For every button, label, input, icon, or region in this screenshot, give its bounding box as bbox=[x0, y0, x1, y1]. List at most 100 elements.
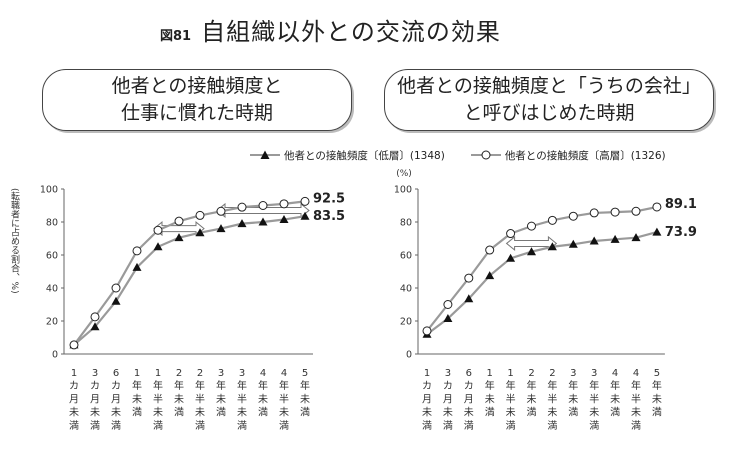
x-tick-label: 2 年半未満 bbox=[195, 368, 205, 432]
data-point-low bbox=[216, 224, 226, 233]
data-point-high bbox=[237, 202, 247, 212]
legend-label-high: 他者との接触頻度〔高層〕(1326) bbox=[504, 149, 666, 162]
data-point-high bbox=[485, 245, 495, 255]
figure-title-text: 自組織以外との交流の効果 bbox=[201, 18, 501, 46]
data-point-low bbox=[527, 247, 536, 256]
legend: 他者との接触頻度〔低層〕(1348) 他者との接触頻度〔高層〕(1326) bbox=[250, 146, 666, 164]
data-point-high bbox=[443, 300, 453, 309]
data-point-high bbox=[132, 246, 142, 256]
left-title-line-2: 仕事に慣れた時期 bbox=[120, 102, 273, 124]
comparison-arrow bbox=[216, 202, 310, 219]
comparison-arrow bbox=[505, 235, 558, 252]
y-tick-label: 40 bbox=[400, 284, 412, 295]
data-point-high bbox=[631, 206, 641, 216]
x-tick-label: 1 年未満 bbox=[132, 368, 142, 419]
right-title-line-1: 他者との接触頻度と「うちの会社」 bbox=[397, 75, 701, 97]
figure-title: 図81 自組織以外との交流の効果 bbox=[160, 12, 501, 46]
chart-left: 0 20 40 60 80 100 (転職者に占める割合、%) 1 カ月未満 3 カ月未満 6 カ月未満… bbox=[9, 185, 345, 432]
comparison-arrow bbox=[153, 221, 205, 237]
x-tick-label: 3 年半未満 bbox=[589, 368, 599, 432]
figure-label: 図81 bbox=[160, 29, 192, 44]
x-tick-label: 1 年未満 bbox=[485, 368, 495, 419]
series-line-high bbox=[426, 205, 658, 332]
data-point-low bbox=[195, 228, 205, 237]
open-circle-icon bbox=[470, 150, 501, 160]
series-line-high bbox=[73, 200, 306, 346]
left-title-line-1: 他者との接触頻度と bbox=[111, 75, 283, 97]
x-tick-label: 6 カ月未満 bbox=[111, 368, 121, 432]
data-point-high bbox=[111, 283, 121, 293]
data-point-high bbox=[547, 215, 557, 225]
y-tick-label: 40 bbox=[46, 284, 58, 295]
data-point-high bbox=[610, 207, 620, 217]
data-point-low bbox=[132, 262, 142, 271]
data-point-high bbox=[216, 206, 226, 216]
series-line-low bbox=[426, 231, 658, 336]
x-tick-label: 5 年未満 bbox=[300, 368, 310, 419]
data-point-low bbox=[464, 294, 474, 303]
x-tick-label: 5 年未満 bbox=[652, 368, 662, 419]
data-point-low bbox=[589, 236, 599, 245]
x-tick-label: 6 カ月未満 bbox=[464, 368, 474, 432]
legend-label-low: 他者との接触頻度〔低層〕(1348) bbox=[284, 149, 445, 162]
data-point-high bbox=[279, 199, 289, 209]
x-tick-label: 4 年未満 bbox=[258, 368, 268, 419]
data-point-high bbox=[527, 221, 536, 231]
data-point-low bbox=[443, 314, 453, 323]
y-tick-label: 80 bbox=[400, 218, 412, 229]
data-point-high bbox=[90, 312, 100, 322]
y-axis-label: (転職者に占める割合、%) bbox=[9, 188, 20, 294]
end-value-low: 73.9 bbox=[665, 225, 697, 240]
y-axis-label: (%) bbox=[396, 169, 412, 179]
y-tick-label: 20 bbox=[46, 317, 58, 328]
legend-item-low: 他者との接触頻度〔低層〕(1348) bbox=[250, 148, 445, 163]
x-tick-label: 3 年半未満 bbox=[237, 368, 247, 432]
y-tick-label: 0 bbox=[52, 350, 58, 361]
data-point-low bbox=[258, 217, 268, 226]
right-title-line-2: と呼びはじめた時期 bbox=[463, 102, 635, 124]
data-point-high bbox=[506, 229, 516, 239]
x-tick-label: 2 年半未満 bbox=[547, 368, 557, 432]
x-tick-label: 3 年未満 bbox=[568, 368, 578, 419]
x-tick-label: 4 年半未満 bbox=[279, 368, 289, 432]
x-tick-label: 3 年未満 bbox=[216, 368, 226, 419]
data-point-low bbox=[111, 296, 121, 305]
x-tick-label: 3 カ月未満 bbox=[90, 368, 100, 432]
data-point-low bbox=[174, 233, 184, 242]
x-tick-label: 2 年未満 bbox=[527, 368, 537, 419]
x-tick-label: 1 年半未満 bbox=[153, 368, 163, 432]
y-tick-label: 100 bbox=[394, 185, 412, 196]
end-value-high: 92.5 bbox=[313, 191, 345, 206]
data-point-high bbox=[589, 208, 599, 218]
x-tick-label: 1 カ月未満 bbox=[422, 368, 432, 432]
data-point-low bbox=[279, 215, 289, 224]
data-point-low bbox=[237, 219, 247, 228]
data-point-low bbox=[506, 253, 516, 262]
data-point-low bbox=[547, 242, 557, 251]
end-value-low: 83.5 bbox=[313, 209, 345, 224]
y-tick-label: 0 bbox=[406, 350, 412, 361]
x-tick-label: 1 カ月未満 bbox=[69, 368, 79, 432]
right-panel-title: 他者との接触頻度と「うちの会社」 と呼びはじめた時期 bbox=[384, 69, 714, 131]
end-value-high: 89.1 bbox=[665, 197, 697, 212]
y-tick-label: 100 bbox=[40, 185, 58, 196]
data-point-high bbox=[258, 201, 268, 210]
chart-right: 0 20 40 60 80 100 (%) 1 カ月未満 3 カ月未満 6 カ月未満 1 年未満 1 年半未満 2… bbox=[394, 169, 697, 432]
data-point-low bbox=[568, 239, 578, 248]
filled-triangle-icon bbox=[250, 150, 280, 159]
data-point-low bbox=[610, 234, 620, 243]
data-point-high bbox=[652, 202, 662, 212]
series-line-low bbox=[73, 215, 306, 346]
y-tick-label: 60 bbox=[46, 251, 58, 262]
x-tick-label: 1 年半未満 bbox=[506, 368, 516, 432]
data-point-low bbox=[153, 242, 163, 251]
data-point-high bbox=[69, 340, 79, 350]
data-point-low bbox=[90, 322, 100, 331]
data-point-high bbox=[195, 210, 205, 220]
data-point-high bbox=[300, 196, 310, 206]
left-panel-title: 他者との接触頻度と 仕事に慣れた時期 bbox=[42, 69, 352, 131]
x-tick-label: 2 年未満 bbox=[174, 368, 184, 419]
y-tick-label: 60 bbox=[400, 251, 412, 262]
data-point-low bbox=[652, 227, 662, 236]
